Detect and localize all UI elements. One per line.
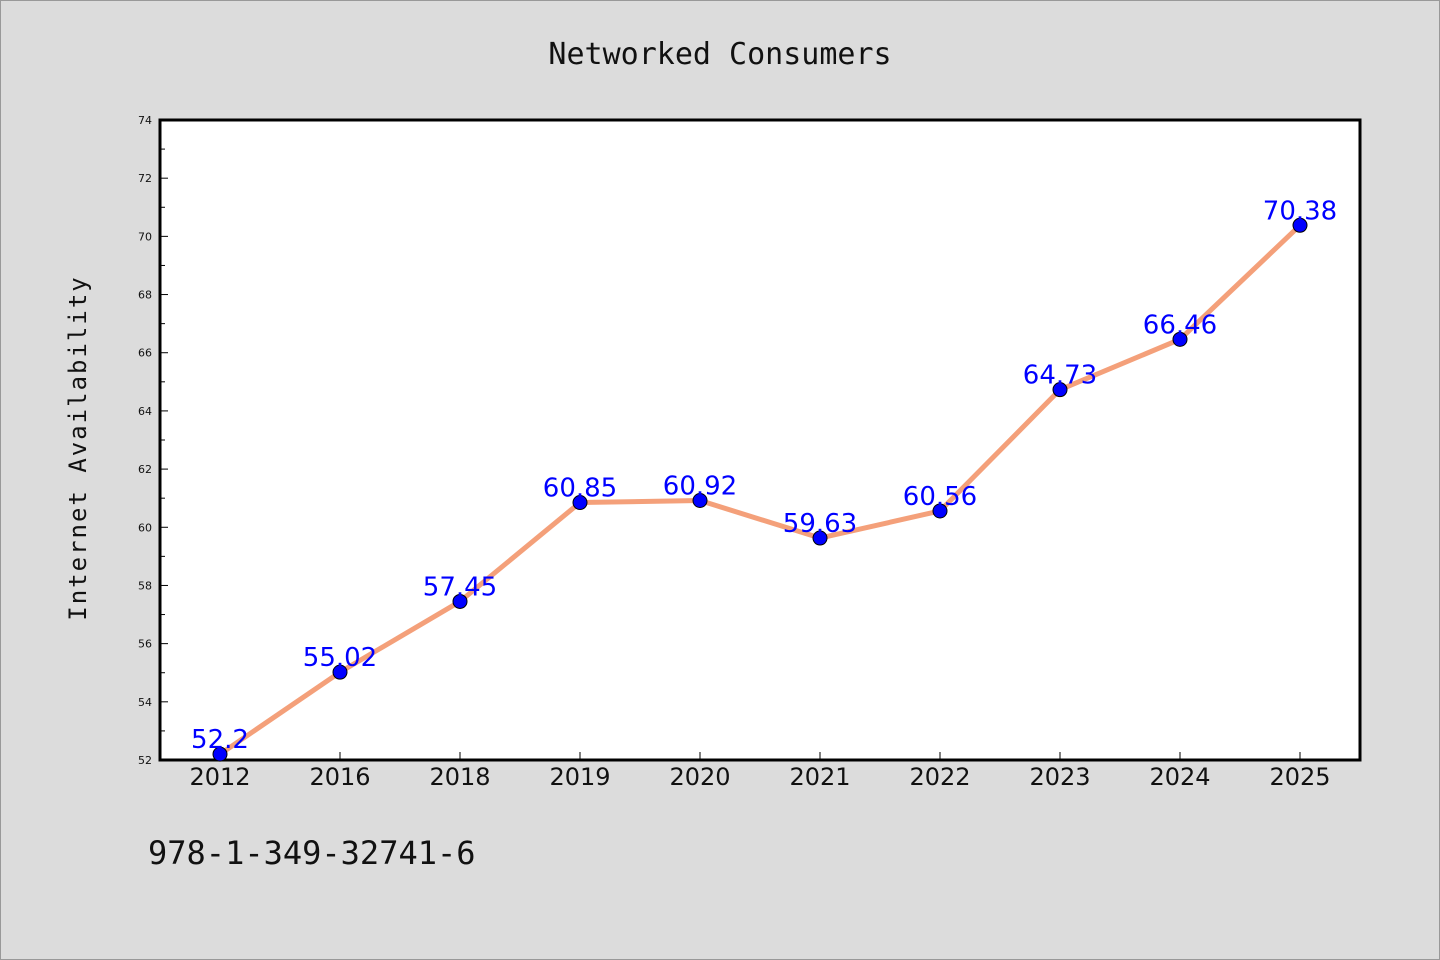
x-tick-label: 2016: [309, 763, 370, 791]
data-point-marker: [332, 664, 348, 680]
data-label: 64.73: [1023, 361, 1097, 391]
data-point-marker: [1052, 382, 1068, 398]
data-label: 59.63: [783, 509, 857, 539]
y-tick-label: 64: [138, 405, 152, 418]
data-point-marker: [572, 495, 588, 511]
y-axis-label: Internet Availability: [64, 275, 92, 620]
data-markers: [212, 217, 1308, 762]
x-tick-label: 2021: [789, 763, 850, 791]
x-tick-label: 2022: [909, 763, 970, 791]
x-tick-label: 2023: [1029, 763, 1090, 791]
plot-area: [158, 118, 1362, 762]
data-point-marker: [932, 503, 948, 519]
data-label: 57.45: [423, 572, 497, 602]
y-tick-label: 68: [138, 289, 152, 302]
y-axis-ticks: 52 54 56 58 60 62 64 66 68 70 72 74: [138, 114, 168, 767]
data-label: 60.92: [663, 472, 737, 502]
y-tick-label: 60: [138, 521, 152, 534]
data-label: 70.38: [1263, 196, 1337, 226]
y-tick-label: 72: [138, 172, 152, 185]
x-axis-ticks: 2012 2016 2018 2019 2020 2021 2022 2023 2024 2025: [189, 752, 1331, 791]
x-tick-label: 2012: [189, 763, 250, 791]
x-tick-label: 2019: [549, 763, 610, 791]
chart-title: Networked Consumers: [548, 37, 891, 72]
y-tick-label: 62: [138, 463, 152, 476]
series-line: [217, 222, 1303, 757]
data-point-marker: [212, 746, 228, 762]
series-line-group: [217, 222, 1303, 757]
data-label: 60.85: [543, 474, 617, 504]
data-point-marker: [812, 530, 828, 546]
data-label: 55.02: [303, 643, 377, 673]
y-tick-label: 74: [138, 114, 152, 127]
y-tick-label: 52: [138, 754, 152, 767]
x-tick-label: 2024: [1149, 763, 1210, 791]
x-tick-label: 2020: [669, 763, 730, 791]
y-tick-label: 66: [138, 347, 152, 360]
x-tick-label: 2025: [1269, 763, 1330, 791]
data-point-marker: [692, 493, 708, 509]
data-point-marker: [1292, 217, 1308, 233]
data-label: 60.56: [903, 482, 977, 512]
x-tick-label: 2018: [429, 763, 490, 791]
data-point-marker: [452, 593, 468, 609]
y-tick-label: 56: [138, 638, 152, 651]
data-point-marker: [1172, 331, 1188, 347]
y-tick-label: 70: [138, 230, 152, 243]
data-label: 66.46: [1143, 310, 1217, 340]
data-labels: 52.2 55.02 57.45 60.85 60.92 59.63 60.56 64.73 6…: [191, 196, 1337, 755]
y-tick-label: 58: [138, 579, 152, 592]
y-tick-label: 54: [138, 696, 152, 709]
isbn-footnote: 978-1-349-32741-6: [148, 834, 476, 872]
data-label: 52.2: [191, 725, 249, 755]
